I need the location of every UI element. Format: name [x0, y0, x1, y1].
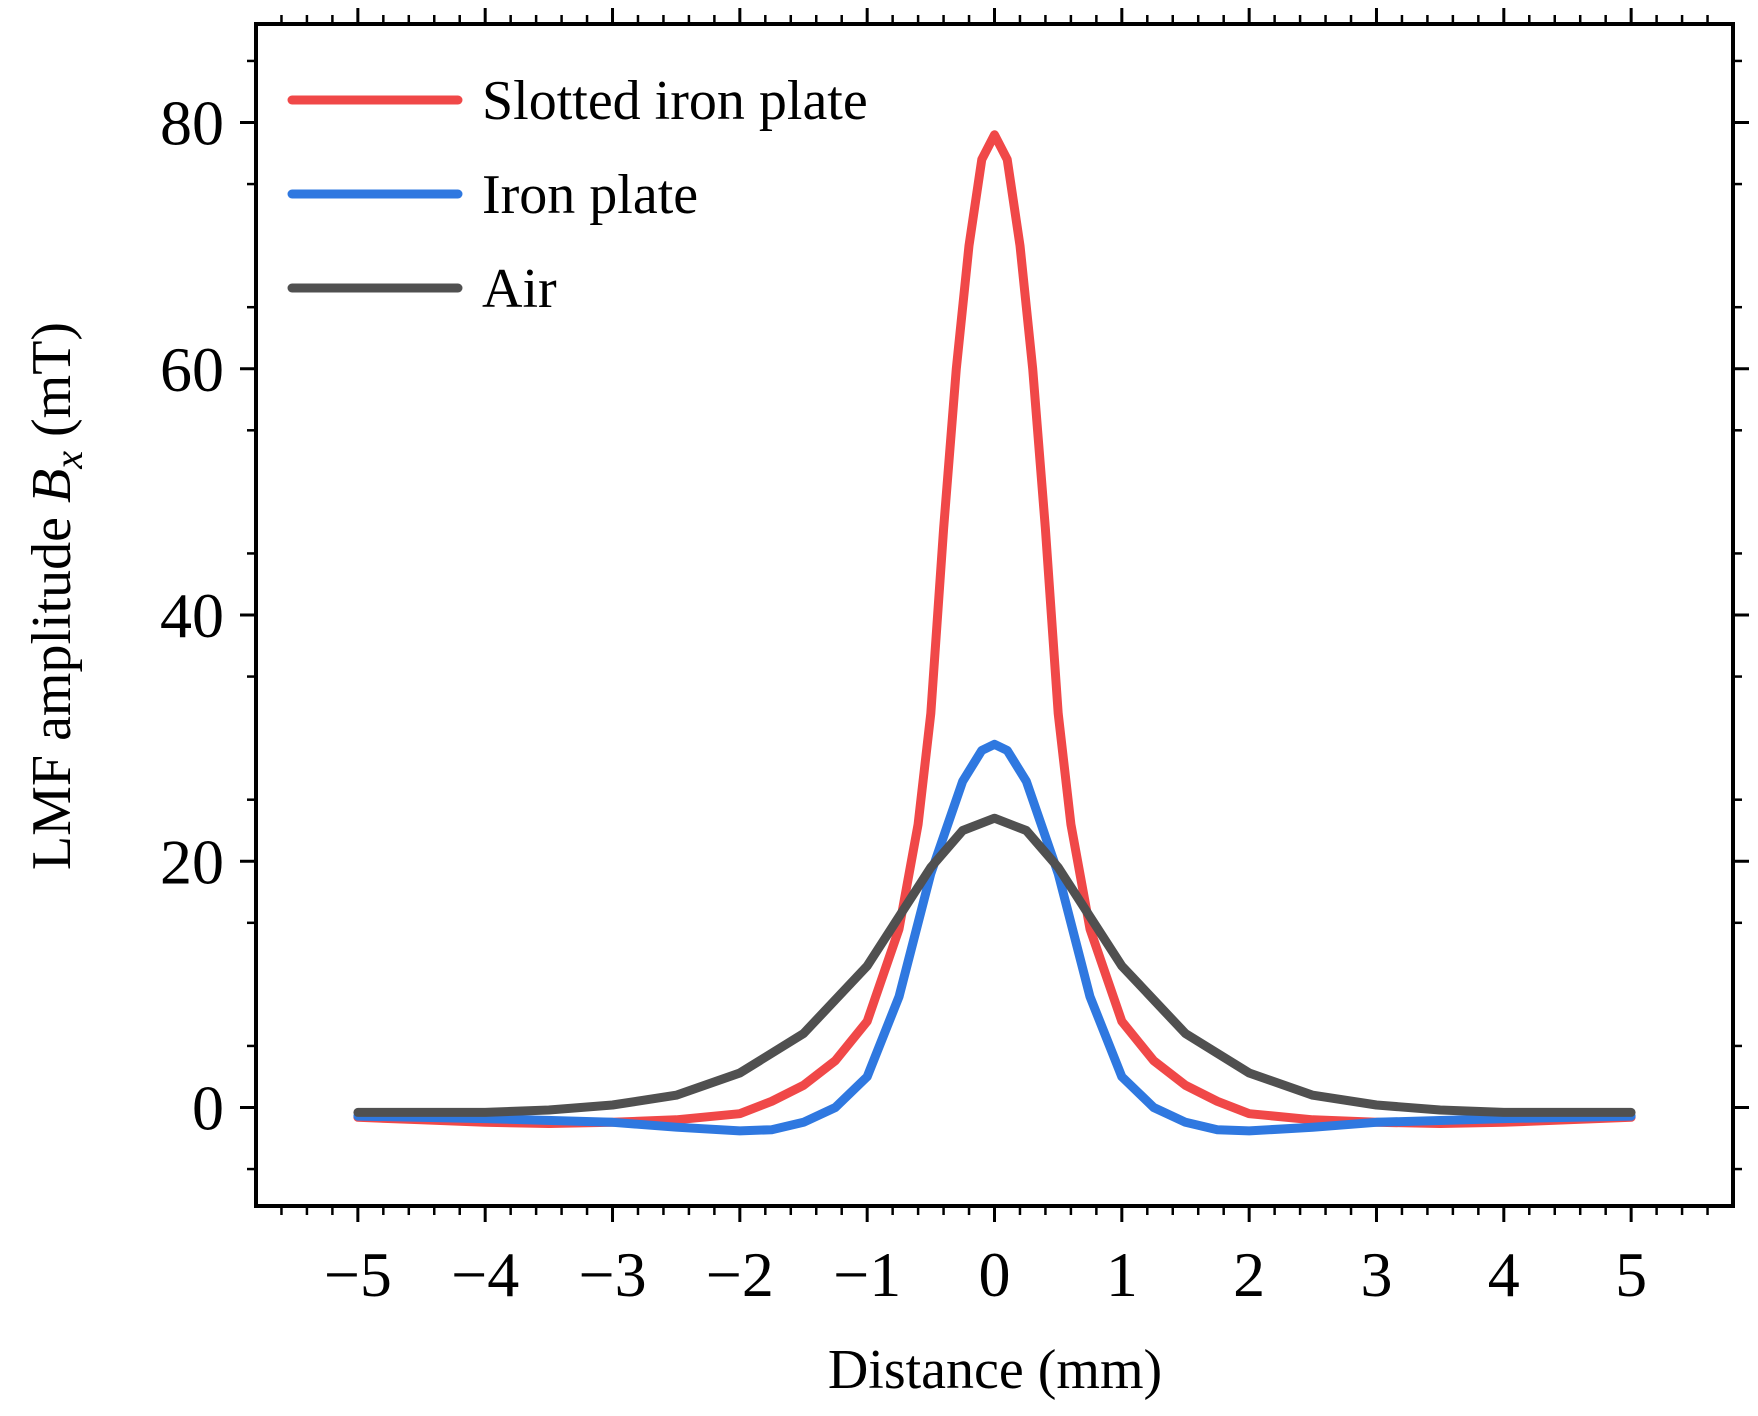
- legend: Slotted iron plate Iron plate Air: [287, 70, 868, 320]
- y-axis-title-symbol: B: [21, 469, 83, 503]
- x-tick-label: −4: [451, 1239, 519, 1310]
- y-tick-label: 40: [160, 580, 224, 651]
- x-tick-label: −5: [324, 1239, 392, 1310]
- x-tick-label: 5: [1615, 1239, 1647, 1310]
- series-line-2: [353, 813, 1636, 1117]
- legend-label-2: Air: [482, 258, 557, 320]
- x-tick-label: 2: [1233, 1239, 1265, 1310]
- y-axis-ticks: 0 20 40 60 80: [160, 59, 1749, 1171]
- series-line-1: [353, 739, 1636, 1136]
- y-tick-label: 20: [160, 826, 224, 897]
- x-tick-label: 0: [979, 1239, 1011, 1310]
- y-axis-title-subscript: x: [46, 451, 91, 470]
- x-axis-ticks: −5 −4 −3 −2 −1 0 1 2 3 4 5: [280, 8, 1709, 1310]
- y-tick-label: 80: [160, 88, 224, 159]
- plot-frame: [254, 22, 1735, 1208]
- y-tick-label: 60: [160, 334, 224, 405]
- x-tick-label: 3: [1360, 1239, 1392, 1310]
- x-tick-label: −1: [833, 1239, 901, 1310]
- x-tick-label: 1: [1106, 1239, 1138, 1310]
- y-tick-label: 0: [192, 1073, 224, 1144]
- x-tick-label: −3: [578, 1239, 646, 1310]
- legend-label-0: Slotted iron plate: [482, 70, 868, 132]
- y-axis-title: LMF amplitude Bx (mT): [21, 322, 91, 870]
- x-tick-label: 4: [1488, 1239, 1520, 1310]
- y-axis-title-prefix: LMF amplitude: [21, 503, 83, 870]
- x-tick-label: −2: [706, 1239, 774, 1310]
- y-axis-title-unit: (mT): [21, 322, 83, 451]
- legend-label-1: Iron plate: [482, 164, 698, 226]
- plot-lines: [353, 130, 1636, 1136]
- x-axis-title: Distance (mm): [828, 1339, 1162, 1401]
- series-line-0: [353, 130, 1636, 1128]
